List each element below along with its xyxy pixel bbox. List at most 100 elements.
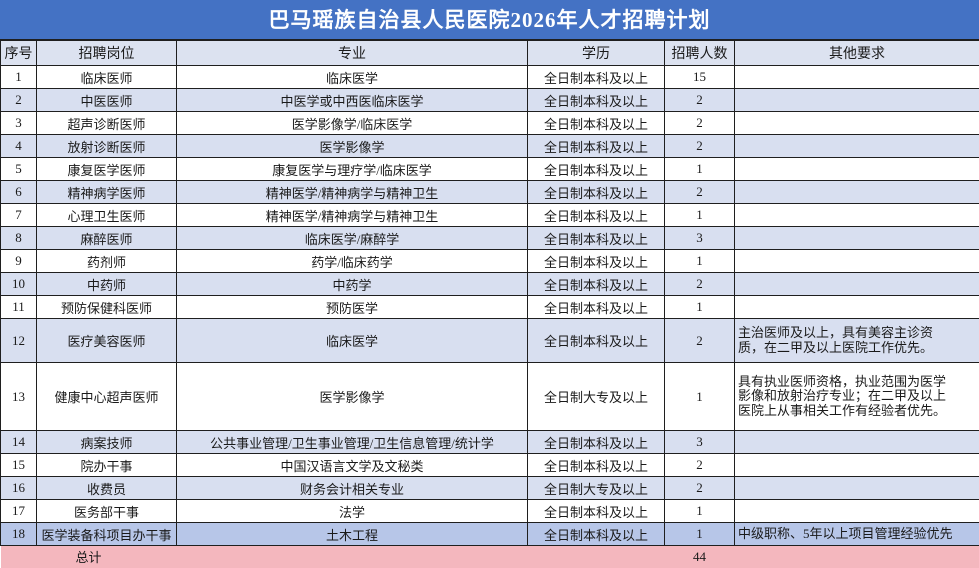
cell-other: 中级职称、5年以上项目管理经验优先 (734, 522, 979, 546)
cell-count: 2 (664, 180, 735, 204)
cell-no: 12 (0, 318, 37, 363)
cell-position: 超声诊断医师 (36, 111, 177, 135)
cell-position: 预防保健科医师 (36, 295, 177, 319)
cell-education: 全日制本科及以上 (527, 157, 665, 181)
cell-education: 全日制本科及以上 (527, 111, 665, 135)
header-row: 序号 招聘岗位 专业 学历 招聘人数 其他要求 (0, 40, 979, 66)
cell-major: 公共事业管理/卫生事业管理/卫生信息管理/统计学 (176, 430, 528, 454)
cell-major: 医学影像学 (176, 134, 528, 158)
cell-other (734, 180, 979, 204)
cell-other (734, 430, 979, 454)
cell-count: 2 (664, 134, 735, 158)
cell-no: 10 (0, 272, 37, 296)
table-row: 10 中药师 中药学 全日制本科及以上 2 (0, 272, 979, 296)
cell-other (734, 295, 979, 319)
cell-major: 财务会计相关专业 (176, 476, 528, 500)
cell-education: 全日制本科及以上 (527, 180, 665, 204)
cell-count: 1 (664, 157, 735, 181)
cell-no: 16 (0, 476, 37, 500)
cell-major: 临床医学 (176, 65, 528, 89)
cell-education: 全日制本科及以上 (527, 318, 665, 363)
cell-major: 医学影像学 (176, 362, 528, 431)
column-header-major: 专业 (176, 40, 528, 66)
cell-other (734, 134, 979, 158)
cell-education: 全日制大专及以上 (527, 476, 665, 500)
total-row: 总计 44 (0, 545, 979, 568)
page-title: 巴马瑶族自治县人民医院2026年人才招聘计划 (0, 0, 979, 40)
table-row: 3 超声诊断医师 医学影像学/临床医学 全日制本科及以上 2 (0, 111, 979, 135)
cell-count: 1 (664, 499, 735, 523)
cell-no: 11 (0, 295, 37, 319)
column-header-no: 序号 (0, 40, 37, 66)
total-count: 44 (693, 548, 706, 564)
cell-education: 全日制大专及以上 (527, 362, 665, 431)
cell-count: 2 (664, 111, 735, 135)
cell-no: 6 (0, 180, 37, 204)
cell-education: 全日制本科及以上 (527, 249, 665, 273)
cell-education: 全日制本科及以上 (527, 88, 665, 112)
cell-no: 17 (0, 499, 37, 523)
cell-education: 全日制本科及以上 (527, 499, 665, 523)
cell-no: 18 (0, 522, 37, 546)
cell-count: 1 (664, 203, 735, 227)
table-row: 17 医务部干事 法学 全日制本科及以上 1 (0, 499, 979, 523)
cell-other (734, 226, 979, 250)
cell-position: 放射诊断医师 (36, 134, 177, 158)
cell-position: 病案技师 (36, 430, 177, 454)
table-body: 1 临床医师 临床医学 全日制本科及以上 15 2 中医医师 中医学或中西医临床… (0, 65, 979, 546)
cell-count: 2 (664, 88, 735, 112)
table-row: 13 健康中心超声医师 医学影像学 全日制大专及以上 1 具有执业医师资格，执业… (0, 362, 979, 431)
cell-major: 康复医学与理疗学/临床医学 (176, 157, 528, 181)
cell-position: 精神病学医师 (36, 180, 177, 204)
cell-no: 9 (0, 249, 37, 273)
table-row: 7 心理卫生医师 精神医学/精神病学与精神卫生 全日制本科及以上 1 (0, 203, 979, 227)
total-label: 总计 (75, 550, 102, 566)
cell-position: 医务部干事 (36, 499, 177, 523)
cell-other (734, 249, 979, 273)
cell-no: 3 (0, 111, 37, 135)
cell-no: 4 (0, 134, 37, 158)
cell-no: 15 (0, 453, 37, 477)
cell-no: 1 (0, 65, 37, 89)
cell-position: 心理卫生医师 (36, 203, 177, 227)
cell-position: 收费员 (36, 476, 177, 500)
cell-major: 临床医学/麻醉学 (176, 226, 528, 250)
cell-no: 8 (0, 226, 37, 250)
cell-count: 1 (664, 522, 735, 546)
table-row: 9 药剂师 药学/临床药学 全日制本科及以上 1 (0, 249, 979, 273)
cell-no: 7 (0, 203, 37, 227)
cell-major: 土木工程 (176, 522, 528, 546)
cell-major: 医学影像学/临床医学 (176, 111, 528, 135)
cell-other (734, 272, 979, 296)
cell-other (734, 111, 979, 135)
recruitment-table: 序号 招聘岗位 专业 学历 招聘人数 其他要求 1 临床医师 临床医学 全日制本… (0, 40, 979, 568)
table-row: 4 放射诊断医师 医学影像学 全日制本科及以上 2 (0, 134, 979, 158)
cell-education: 全日制本科及以上 (527, 522, 665, 546)
column-header-education: 学历 (527, 40, 665, 66)
total-spacer-other (735, 546, 979, 568)
cell-no: 14 (0, 430, 37, 454)
cell-other: 主治医师及以上，具有美容主诊资 质，在二甲及以上医院工作优先。 (734, 318, 979, 363)
table-row: 18 医学装备科项目办干事 土木工程 全日制本科及以上 1 中级职称、5年以上项… (0, 522, 979, 546)
cell-other (734, 453, 979, 477)
cell-other: 具有执业医师资格，执业范围为医学 影像和放射治疗专业；在二甲及以上 医院上从事相… (734, 362, 979, 431)
cell-position: 中医医师 (36, 88, 177, 112)
cell-other (734, 157, 979, 181)
cell-no: 13 (0, 362, 37, 431)
cell-education: 全日制本科及以上 (527, 65, 665, 89)
cell-count: 2 (664, 476, 735, 500)
column-header-position: 招聘岗位 (36, 40, 177, 66)
cell-count: 3 (664, 226, 735, 250)
total-spacer-major (177, 546, 528, 568)
table-row: 8 麻醉医师 临床医学/麻醉学 全日制本科及以上 3 (0, 226, 979, 250)
table-row: 2 中医医师 中医学或中西医临床医学 全日制本科及以上 2 (0, 88, 979, 112)
cell-major: 中医学或中西医临床医学 (176, 88, 528, 112)
cell-major: 预防医学 (176, 295, 528, 319)
cell-position: 医学装备科项目办干事 (36, 522, 177, 546)
cell-major: 中国汉语言文学及文秘类 (176, 453, 528, 477)
total-spacer-education (528, 546, 665, 568)
cell-major: 精神医学/精神病学与精神卫生 (176, 180, 528, 204)
table-row: 11 预防保健科医师 预防医学 全日制本科及以上 1 (0, 295, 979, 319)
cell-count: 1 (664, 295, 735, 319)
